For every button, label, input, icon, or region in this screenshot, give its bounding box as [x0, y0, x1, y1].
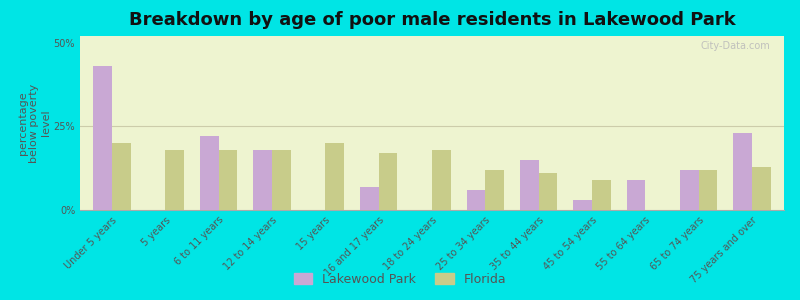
Bar [326, 143, 344, 210]
Bar [200, 136, 218, 210]
Bar [574, 200, 592, 210]
Bar [752, 167, 770, 210]
Bar [680, 170, 698, 210]
Bar [112, 143, 130, 210]
Bar [486, 170, 504, 210]
Bar [520, 160, 538, 210]
Bar [432, 150, 450, 210]
Bar [538, 173, 558, 210]
Y-axis label: percentage
below poverty
level: percentage below poverty level [18, 83, 50, 163]
Title: Breakdown by age of poor male residents in Lakewood Park: Breakdown by age of poor male residents … [129, 11, 735, 29]
Bar [592, 180, 610, 210]
Bar [360, 187, 378, 210]
Bar [218, 150, 238, 210]
Legend: Lakewood Park, Florida: Lakewood Park, Florida [289, 268, 511, 291]
Bar [254, 150, 272, 210]
Bar [378, 153, 398, 210]
Text: City-Data.com: City-Data.com [700, 41, 770, 51]
Bar [272, 150, 290, 210]
Bar [166, 150, 184, 210]
Bar [734, 133, 752, 210]
Bar [94, 66, 112, 210]
Bar [698, 170, 718, 210]
Bar [466, 190, 486, 210]
Bar [626, 180, 646, 210]
